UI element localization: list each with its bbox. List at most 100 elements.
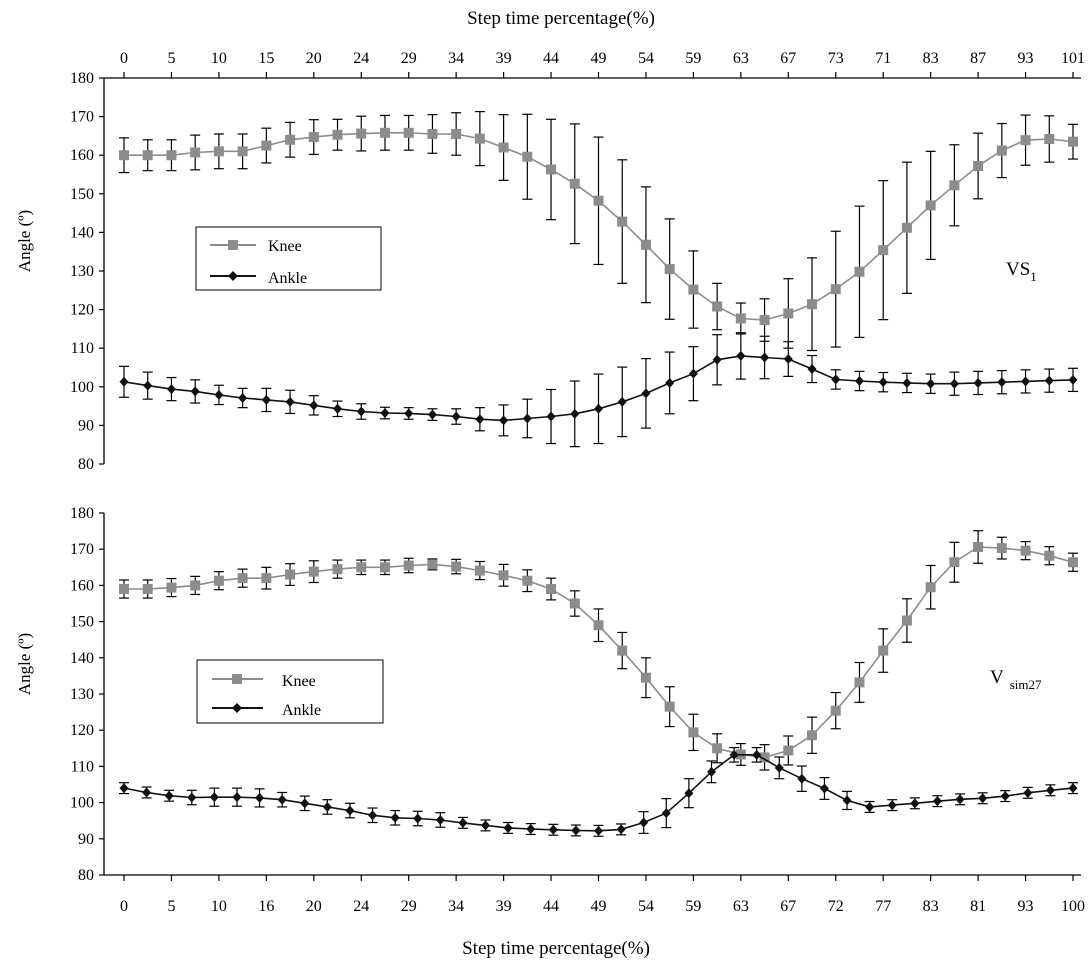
top-ankle-point	[1044, 375, 1054, 386]
bottom-knee-point	[427, 559, 438, 570]
bottom-y-axis-title: Angle (º)	[15, 633, 34, 695]
top-x-tick-label: 29	[401, 50, 417, 67]
bottom-ankle-point	[187, 792, 197, 803]
top-x-tick-label: 63	[733, 50, 749, 67]
top-ankle-point	[617, 396, 627, 407]
bottom-knee-point	[546, 584, 557, 595]
top-knee-point	[237, 146, 248, 157]
top-knee-point	[213, 146, 224, 157]
top-knee-point	[854, 266, 865, 277]
bottom-knee-point	[830, 705, 841, 716]
bottom-ankle-point	[955, 794, 965, 805]
bottom-ankle-line	[123, 754, 1074, 832]
bottom-knee-point	[403, 560, 414, 571]
bottom-knee-point	[213, 575, 224, 586]
top-knee-point	[1020, 135, 1031, 146]
bottom-knee-point	[142, 584, 153, 595]
bottom-knee-point	[664, 701, 675, 712]
bottom-knee-point	[498, 570, 509, 581]
bottom-x-tick-label: 10	[211, 898, 227, 915]
top-ankle-point	[594, 403, 603, 414]
top-knee-point	[688, 284, 699, 295]
bottom-ankle-point	[797, 773, 807, 784]
bottom-legend-box	[196, 659, 384, 724]
top-series-knee	[119, 110, 1078, 352]
bottom-knee-point	[451, 561, 462, 572]
bottom-ankle-point	[1023, 787, 1033, 798]
top-ankle-point	[570, 408, 580, 419]
top-x-tick-label: 0	[120, 50, 128, 67]
bottom-knee-point	[712, 743, 723, 754]
top-ankle-point	[166, 384, 176, 395]
top-ankle-point	[238, 392, 248, 403]
bottom-legend-knee-label: Knee	[282, 673, 316, 690]
bottom-ankle-point	[639, 817, 649, 828]
top-legend-knee-label: Knee	[268, 238, 302, 255]
bottom-knee-point	[166, 582, 177, 593]
bottom-x-tick-label: 0	[120, 898, 128, 915]
bottom-ankle-point	[571, 825, 581, 836]
top-ankle-point	[736, 350, 746, 361]
bottom-knee-point	[261, 573, 272, 584]
bottom-ankle-point	[255, 792, 265, 803]
top-ankle-point	[973, 377, 983, 388]
bottom-x-tick-label: 81	[970, 898, 986, 915]
bottom-ankle-point	[368, 810, 378, 821]
bottom-y-tick-label: 80	[78, 867, 94, 884]
top-y-tick-label: 130	[70, 263, 94, 280]
top-series-ankle	[119, 332, 1078, 448]
top-knee-point	[878, 245, 889, 256]
top-panel-label-main: VS	[1006, 259, 1030, 280]
top-ankle-point	[831, 374, 841, 385]
top-panel-label-sub: 1	[1030, 269, 1037, 284]
top-knee-point	[190, 147, 201, 158]
top-y-axis-title: Angle (º)	[15, 210, 34, 272]
top-knee-point	[664, 264, 675, 275]
top-legend-knee-marker	[228, 240, 238, 250]
top-ankle-point	[143, 380, 153, 391]
top-knee-point	[569, 178, 580, 189]
bottom-y-tick-label: 90	[78, 831, 94, 848]
top-x-tick-label: 20	[306, 50, 322, 67]
top-knee-point	[498, 142, 509, 153]
bottom-knee-point	[640, 672, 651, 683]
top-x-tick-label: 67	[780, 50, 796, 67]
top-ankle-point	[665, 377, 675, 388]
bottom-x-tick-label: 39	[496, 898, 512, 915]
bottom-ankle-point	[322, 801, 332, 812]
top-x-tick-label: 34	[448, 50, 464, 67]
bottom-x-tick-label: 100	[1061, 898, 1085, 915]
top-x-axis-title: Step time percentage(%)	[467, 8, 655, 29]
top-ankle-point	[499, 415, 509, 426]
bottom-knee-point	[783, 745, 794, 756]
top-y-tick-label: 160	[70, 147, 94, 164]
top-knee-point	[474, 133, 485, 144]
bottom-ankle-point	[819, 783, 829, 794]
bottom-ankle-point	[481, 820, 491, 831]
bottom-y-tick-label: 160	[70, 577, 94, 594]
top-y-tick-label: 180	[70, 70, 94, 87]
bottom-knee-point	[878, 645, 889, 656]
bottom-legend-ankle-label: Ankle	[282, 702, 321, 719]
bottom-knee-point	[308, 566, 319, 577]
top-x-tick-label: 54	[638, 50, 654, 67]
top-x-tick-label: 93	[1018, 50, 1034, 67]
top-ankle-point	[712, 354, 722, 365]
bottom-ankle-point	[345, 805, 355, 816]
top-ankle-point	[214, 389, 224, 400]
top-knee-point	[166, 150, 177, 161]
bottom-y-tick-label: 150	[70, 614, 94, 631]
bottom-ankle-point	[458, 817, 468, 828]
top-ankle-point	[1068, 374, 1078, 385]
top-knee-point	[593, 195, 604, 206]
bottom-knee-point	[569, 598, 580, 609]
top-ankle-point	[333, 403, 343, 414]
top-knee-point	[308, 132, 319, 143]
top-legend-box	[195, 226, 382, 291]
top-ankle-point	[451, 411, 461, 422]
bottom-knee-point	[190, 580, 201, 591]
bottom-knee-point	[522, 575, 533, 586]
top-knee-point	[522, 151, 533, 162]
